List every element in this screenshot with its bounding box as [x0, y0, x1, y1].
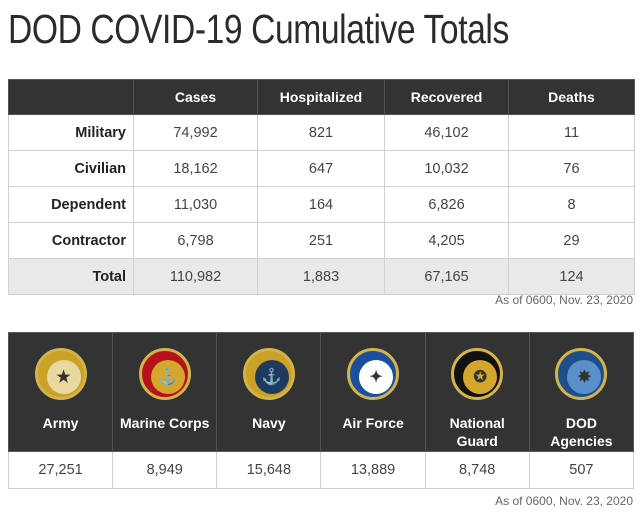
header-blank	[8, 79, 134, 115]
row-label: Civilian	[8, 150, 134, 187]
branch-header-cell: ★ Army	[7, 332, 114, 452]
table-row-military: Military 74,992 821 46,102 11	[8, 114, 635, 151]
seal-emblem: ✸	[567, 360, 602, 394]
row-label: Contractor	[8, 222, 134, 259]
seal-emblem: ✪	[463, 360, 498, 394]
as-of-timestamp: As of 0600, Nov. 23, 2020	[495, 293, 633, 307]
dod-agencies-seal-icon: ✸	[555, 348, 608, 400]
recovered-cell: 46,102	[384, 114, 509, 151]
hospitalized-cell: 1,883	[257, 258, 385, 295]
branch-value-cell: 8,949	[112, 451, 218, 489]
header-deaths: Deaths	[508, 79, 635, 115]
recovered-cell: 10,032	[384, 150, 509, 187]
national-guard-seal-icon: ✪	[451, 348, 504, 400]
branch-value-cell: 13,889	[320, 451, 426, 489]
air-force-seal-icon: ✦	[347, 348, 400, 400]
branch-value-cell: 27,251	[7, 451, 114, 489]
branch-header-cell: ⚓ Navy	[216, 332, 322, 452]
recovered-cell: 67,165	[384, 258, 509, 295]
branch-name: Navy	[252, 415, 286, 431]
table-row-dependent: Dependent 11,030 164 6,826 8	[8, 186, 635, 223]
branch-value-row: 27,251 8,949 15,648 13,889 8,748 507	[7, 451, 635, 489]
cumulative-totals-table: Cases Hospitalized Recovered Deaths Mili…	[8, 79, 635, 295]
table-row-contractor: Contractor 6,798 251 4,205 29	[8, 222, 635, 259]
deaths-cell: 8	[508, 186, 635, 223]
branch-value-cell: 8,748	[424, 451, 530, 489]
branch-header-cell: ✦ Air Force	[320, 332, 426, 452]
hospitalized-cell: 647	[257, 150, 385, 187]
row-label: Military	[8, 114, 134, 151]
as-of-timestamp: As of 0600, Nov. 23, 2020	[495, 494, 633, 508]
deaths-cell: 11	[508, 114, 635, 151]
hospitalized-cell: 164	[257, 186, 385, 223]
seal-emblem: ⚓	[150, 360, 185, 394]
branch-name: Air Force	[342, 415, 404, 431]
hospitalized-cell: 821	[257, 114, 385, 151]
cases-cell: 11,030	[133, 186, 258, 223]
branch-value-cell: 15,648	[216, 451, 322, 489]
row-label: Total	[8, 258, 134, 295]
page-title: DOD COVID-19 Cumulative Totals	[8, 6, 509, 52]
marine-corps-seal-icon: ⚓	[138, 348, 191, 400]
deaths-cell: 124	[508, 258, 635, 295]
branch-header-row: ★ Army ⚓ Marine Corps ⚓ Navy ✦ Air Force ✪ Nation…	[7, 332, 635, 452]
seal-emblem: ✦	[359, 360, 394, 394]
seal-emblem: ★	[46, 360, 81, 394]
row-label: Dependent	[8, 186, 134, 223]
branch-header-cell: ✸ DOD Agencies	[528, 332, 635, 452]
table-header-row: Cases Hospitalized Recovered Deaths	[8, 79, 635, 115]
branch-name: National Guard	[449, 415, 505, 449]
cases-cell: 74,992	[133, 114, 258, 151]
branch-name: Army	[42, 415, 79, 431]
branch-header-cell: ✪ National Guard	[424, 332, 530, 452]
deaths-cell: 29	[508, 222, 635, 259]
recovered-cell: 4,205	[384, 222, 509, 259]
cases-cell: 18,162	[133, 150, 258, 187]
recovered-cell: 6,826	[384, 186, 509, 223]
header-cases: Cases	[133, 79, 258, 115]
deaths-cell: 76	[508, 150, 635, 187]
branch-value-cell: 507	[528, 451, 635, 489]
navy-seal-icon: ⚓	[242, 348, 295, 400]
branch-totals-table: ★ Army ⚓ Marine Corps ⚓ Navy ✦ Air Force ✪ Nation…	[7, 332, 635, 489]
branch-name: Marine Corps	[120, 415, 210, 431]
seal-emblem: ⚓	[254, 360, 289, 394]
table-row-total: Total 110,982 1,883 67,165 124	[8, 258, 635, 295]
header-hospitalized: Hospitalized	[257, 79, 385, 115]
cases-cell: 6,798	[133, 222, 258, 259]
army-seal-icon: ★	[34, 348, 87, 400]
header-recovered: Recovered	[384, 79, 509, 115]
cases-cell: 110,982	[133, 258, 258, 295]
branch-name: DOD Agencies	[550, 415, 613, 449]
hospitalized-cell: 251	[257, 222, 385, 259]
branch-header-cell: ⚓ Marine Corps	[112, 332, 218, 452]
table-row-civilian: Civilian 18,162 647 10,032 76	[8, 150, 635, 187]
